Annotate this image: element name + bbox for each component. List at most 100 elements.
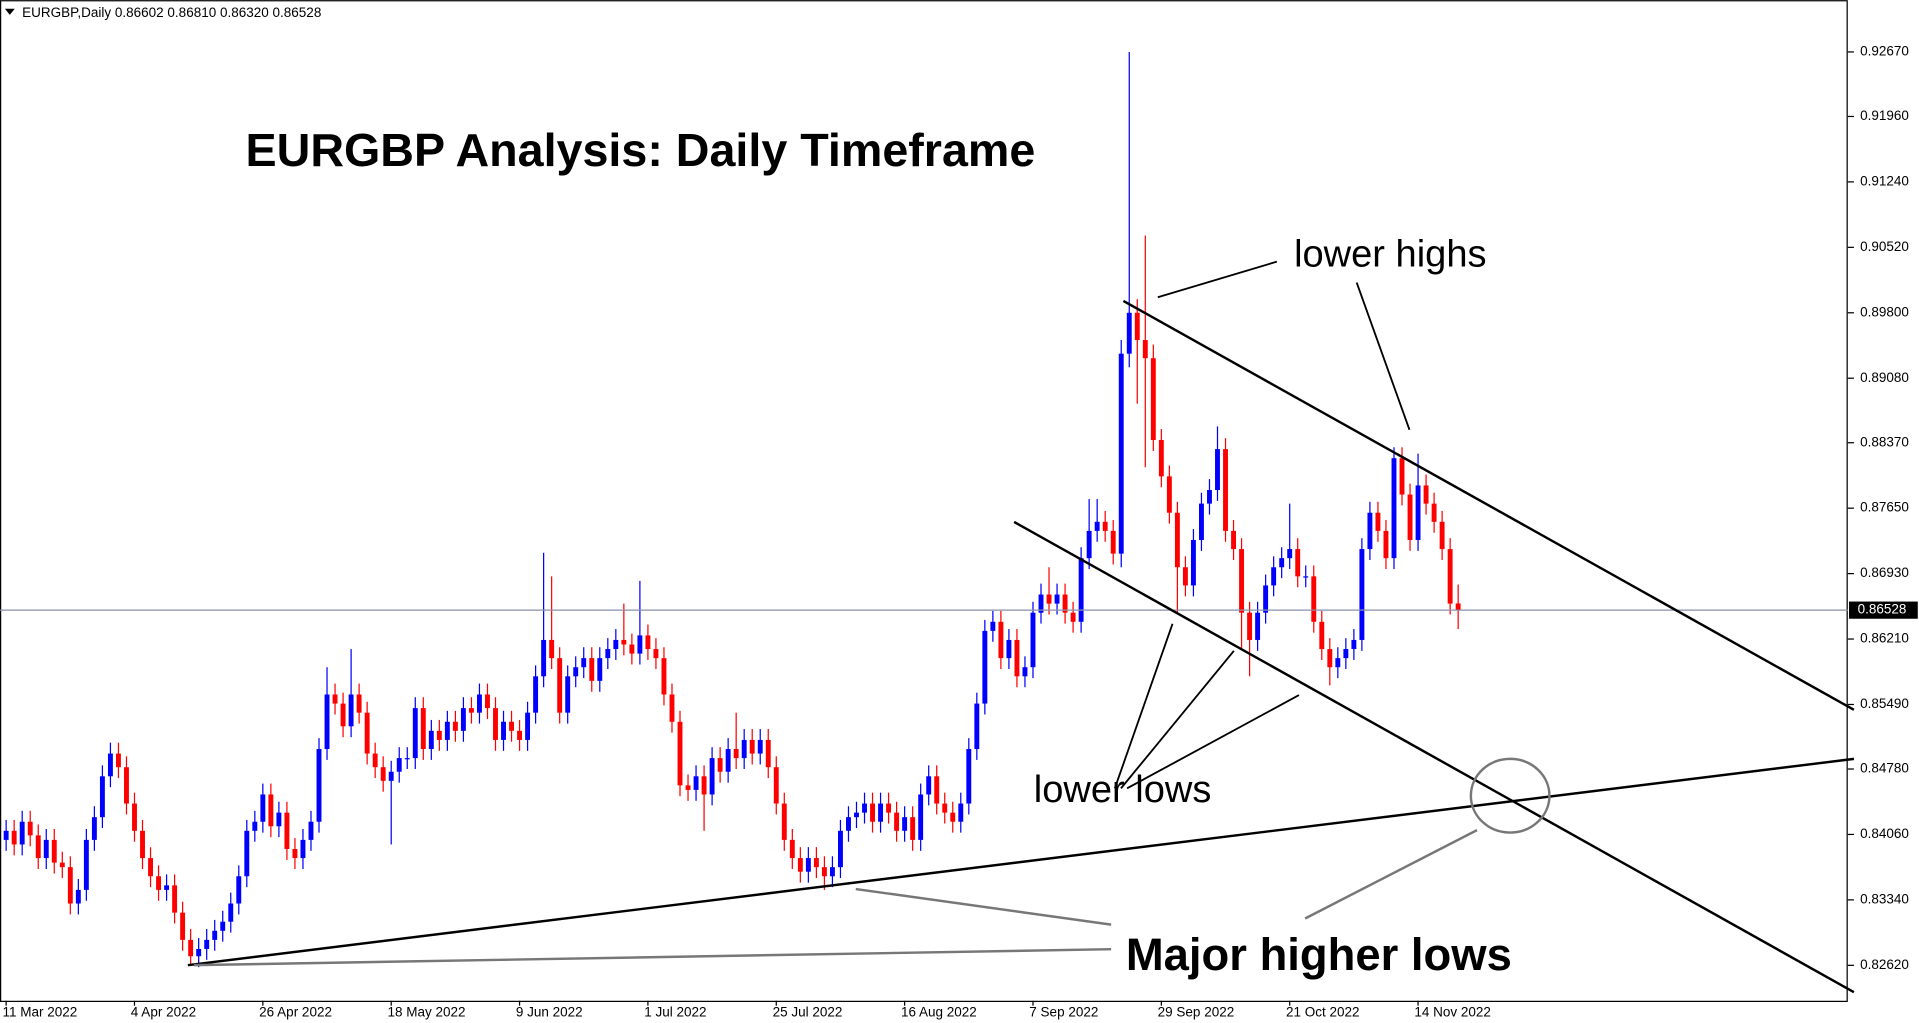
candle-body (990, 621, 996, 631)
y-tick-label: 0.84060 (1860, 826, 1909, 841)
chart-header: EURGBP,Daily 0.86602 0.86810 0.86320 0.8… (22, 5, 321, 20)
candle-body (1102, 521, 1108, 531)
candle-body (757, 739, 763, 754)
candle-body (1351, 639, 1357, 650)
candle-body (982, 630, 988, 704)
candle-body (749, 739, 755, 754)
candle-body (910, 817, 916, 840)
candle-body (35, 835, 41, 859)
candle-body (637, 635, 643, 654)
y-tick-label: 0.89080 (1860, 370, 1909, 385)
candle-body (1407, 494, 1413, 540)
x-tick-label: 16 Aug 2022 (901, 1005, 977, 1020)
candle-body (1030, 612, 1036, 668)
pointer (1113, 623, 1174, 789)
candle-body (316, 749, 322, 822)
y-tick-label: 0.84780 (1860, 761, 1909, 776)
candle-body (276, 812, 282, 827)
candle-body (1022, 667, 1028, 677)
upper-trend-line (1122, 299, 1855, 711)
pointer (1304, 829, 1478, 920)
candle-body (701, 776, 707, 795)
candle-body (196, 948, 202, 957)
candle-body (1367, 512, 1373, 550)
candle-body (605, 649, 611, 659)
candle-body (212, 930, 218, 940)
x-tick-label: 29 Sep 2022 (1158, 1005, 1235, 1020)
candle-body (501, 721, 506, 740)
candle-body (950, 812, 956, 822)
candle-body (509, 721, 514, 731)
candle-body (541, 639, 547, 677)
candle-body (59, 862, 65, 868)
candle-body (1279, 558, 1285, 568)
x-tick-label: 1 Jul 2022 (644, 1005, 706, 1020)
candle-body (51, 839, 57, 863)
candle-body (653, 649, 659, 659)
annotation: Major higher lows (1126, 929, 1512, 980)
candle-body (268, 794, 274, 827)
x-tick-label: 18 May 2022 (388, 1005, 466, 1020)
candle-body (862, 803, 867, 813)
candle-body (83, 839, 89, 890)
candle-body (1391, 458, 1397, 559)
candle-body (180, 912, 186, 940)
candle-body (926, 776, 932, 795)
y-tick-label: 0.82620 (1860, 957, 1909, 972)
marks-layer (0, 51, 1854, 1006)
candle-body (1158, 440, 1164, 477)
x-tick-label: 4 Apr 2022 (131, 1005, 196, 1020)
candle-body (436, 730, 442, 740)
candle-body (781, 803, 787, 840)
candle-body (886, 803, 892, 813)
candle-body (380, 767, 386, 781)
candle-body (156, 876, 162, 890)
candle-body (1054, 594, 1060, 604)
candle-body (332, 694, 338, 704)
candle-body (1166, 476, 1172, 513)
candle-body (460, 708, 466, 731)
lower-trend-line (1013, 520, 1855, 994)
candle-body (773, 767, 779, 804)
plot-frame (0, 0, 1848, 1002)
candle-body (1423, 485, 1429, 504)
candle-body (220, 921, 226, 931)
candle-body (444, 721, 450, 740)
candle-body (1150, 358, 1156, 441)
candle-body (902, 817, 908, 831)
candle-body (1399, 458, 1405, 495)
candle-body (140, 830, 145, 859)
candle-body (733, 749, 739, 759)
candle-body (3, 830, 9, 840)
candle-body (934, 776, 940, 804)
candle-body (300, 839, 306, 859)
annotation: lower highs (1294, 234, 1486, 276)
y-tick-label: 0.90520 (1860, 239, 1909, 254)
candle-body (1295, 549, 1301, 577)
candle-body (493, 708, 498, 740)
candle-body (573, 667, 579, 677)
candle-body (404, 758, 410, 760)
candle-body (75, 889, 81, 904)
candle-body (525, 712, 531, 740)
candle-body (1174, 512, 1180, 568)
candle-body (1207, 489, 1212, 504)
candle-body (172, 885, 178, 913)
candle-body (629, 644, 635, 654)
candle-body (942, 803, 948, 813)
y-tick-label: 0.91240 (1860, 173, 1909, 188)
candle-body (789, 839, 795, 859)
candle-body (878, 803, 884, 822)
candle-body (1046, 594, 1052, 604)
candle-body (621, 639, 627, 645)
candle-body (132, 803, 137, 831)
candle-body (974, 703, 980, 750)
candle-body (918, 794, 924, 840)
candle-body (1255, 612, 1261, 640)
candle-body (11, 830, 17, 845)
menu-triangle (4, 8, 15, 15)
candle-body (805, 858, 811, 872)
candle-body (396, 758, 402, 772)
candle-body (661, 658, 667, 695)
